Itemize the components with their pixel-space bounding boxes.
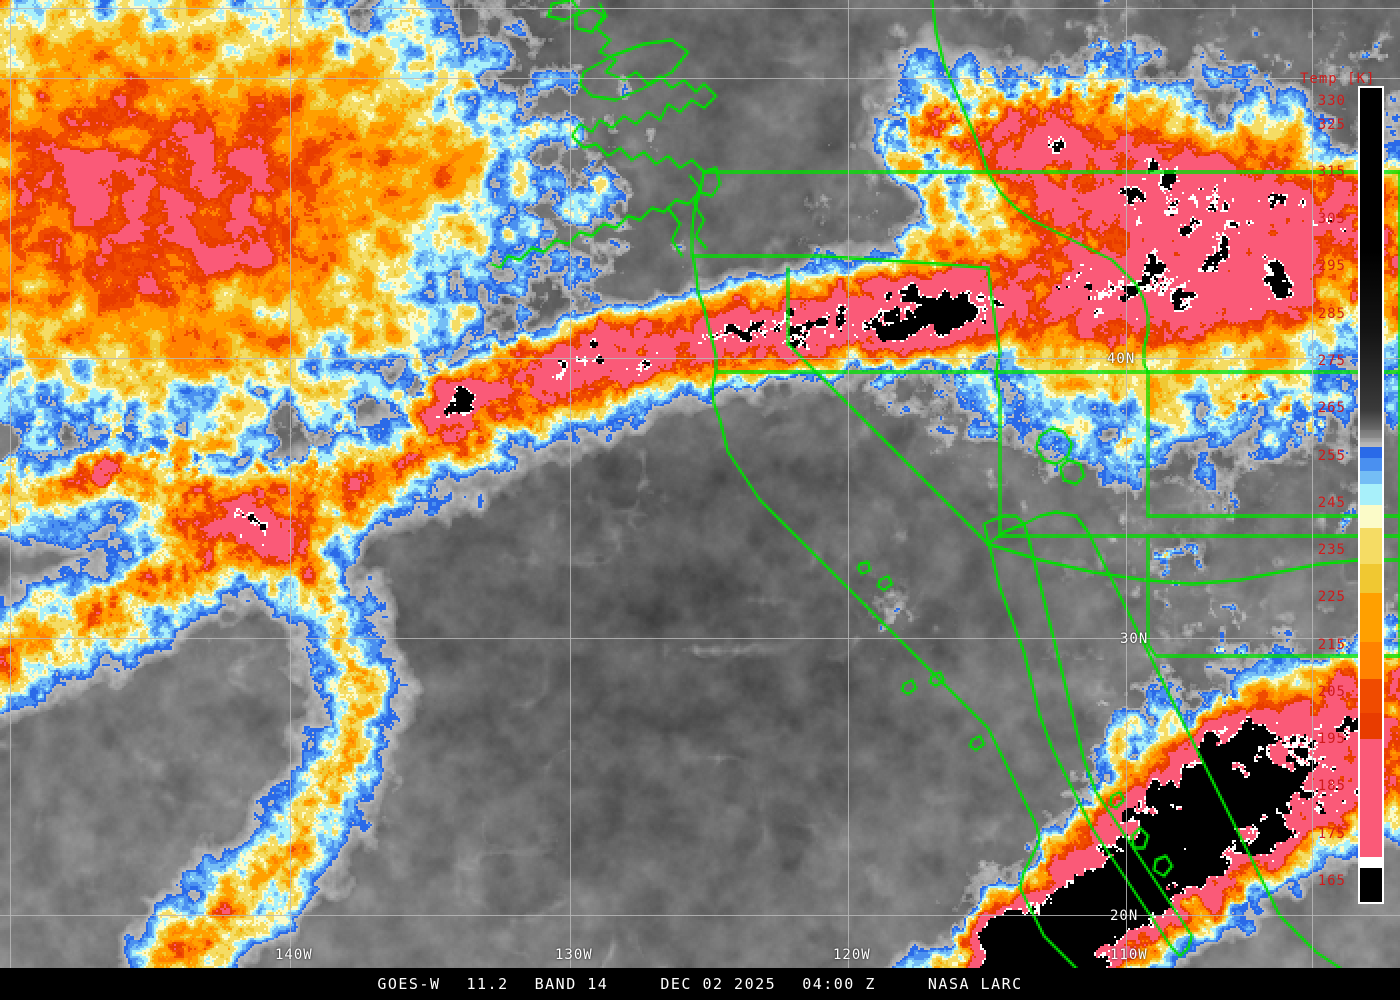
colorbar-segment: [1360, 484, 1382, 505]
colorbar-tick-265: 265: [1317, 400, 1346, 417]
colorbar-segment: [1360, 470, 1382, 485]
colorbar-tick-225: 225: [1317, 589, 1346, 606]
colorbar-segment: [1360, 641, 1382, 679]
colorbar-segment: [1360, 713, 1382, 740]
colorbar-tick-255: 255: [1317, 447, 1346, 464]
colorbar-tick-275: 275: [1317, 353, 1346, 369]
colorbar-gradient: [1360, 88, 1382, 902]
footer-bar: GOES-W 11.2 BAND 14 DEC 02 2025 04:00 Z NASA …: [0, 968, 1400, 1000]
colorbar-segment: [1360, 442, 1382, 447]
colorbar-segment: [1360, 446, 1382, 459]
colorbar-segment: [1360, 429, 1382, 438]
footer-channel: 11.2: [466, 975, 509, 993]
colorbar-tick-185: 185: [1317, 778, 1346, 795]
colorbar-segment: [1360, 409, 1382, 430]
colorbar-tick-195: 195: [1317, 731, 1346, 748]
colorbar-segment: [1360, 564, 1382, 593]
colorbar-tick-315: 315: [1317, 163, 1346, 180]
footer-date: DEC 02 2025: [660, 975, 777, 993]
colorbar-tick-235: 235: [1317, 542, 1346, 559]
colorbar-tick-295: 295: [1317, 258, 1346, 275]
colorbar-segment: [1360, 438, 1382, 443]
colorbar-segment: [1360, 458, 1382, 471]
colorbar-segment: [1360, 592, 1382, 642]
footer-source: NASA LARC: [927, 975, 1023, 993]
colorbar-tick-285: 285: [1317, 305, 1346, 322]
temperature-colorbar: [1358, 86, 1384, 904]
colorbar-tick-325: 325: [1317, 116, 1346, 133]
colorbar-tick-305: 305: [1317, 211, 1346, 228]
colorbar-segment: [1360, 739, 1382, 858]
colorbar-tick-205: 205: [1317, 683, 1346, 700]
footer-caption: GOES-W 11.2 BAND 14 DEC 02 2025 04:00 Z NASA …: [0, 968, 1400, 1000]
footer-band: BAND 14: [534, 975, 609, 993]
colorbar-segment: [1360, 857, 1382, 868]
colorbar-segment: [1360, 88, 1382, 251]
colorbar-segment: [1360, 527, 1382, 565]
colorbar-tick-175: 175: [1317, 825, 1346, 842]
colorbar-tick-330: 330: [1317, 93, 1346, 109]
footer-satellite: GOES-W: [377, 975, 441, 993]
colorbar-segment: [1360, 250, 1382, 333]
colorbar-segment: [1360, 332, 1382, 410]
colorbar-tick-215: 215: [1317, 636, 1346, 653]
colorbar-segment: [1360, 678, 1382, 714]
colorbar-title: Temp [K]: [1300, 71, 1376, 87]
colorbar-tick-245: 245: [1317, 494, 1346, 511]
colorbar-segment: [1360, 867, 1382, 902]
colorbar-tick-165: 165: [1317, 873, 1346, 889]
colorbar-segment: [1360, 504, 1382, 528]
footer-time: 04:00 Z: [802, 975, 876, 993]
